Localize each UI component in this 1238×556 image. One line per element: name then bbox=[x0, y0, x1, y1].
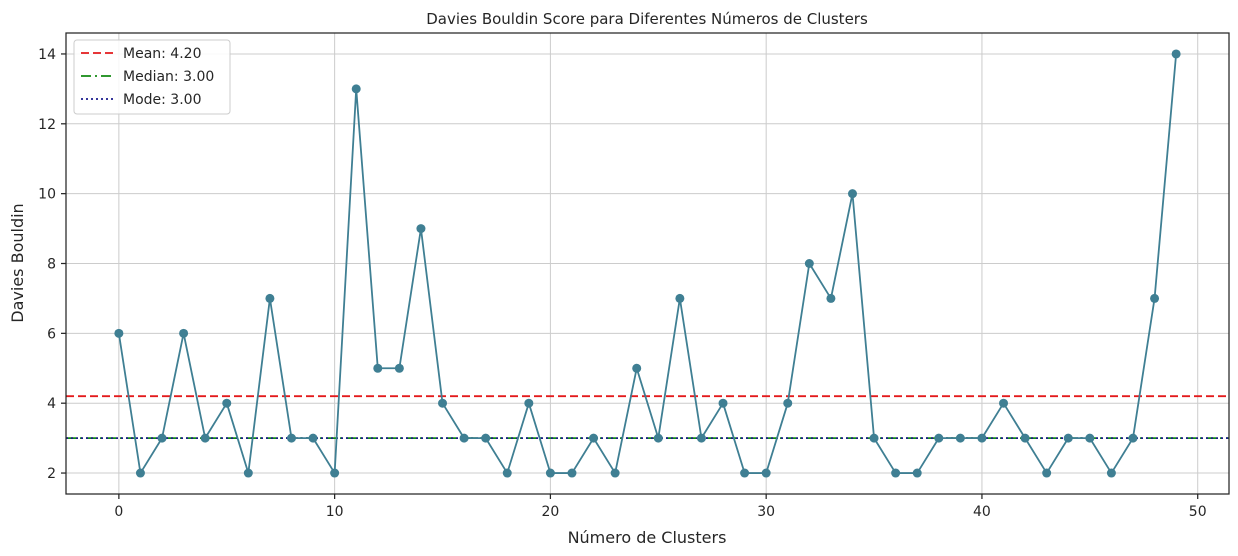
data-point bbox=[761, 468, 771, 478]
data-point bbox=[804, 259, 814, 268]
data-point bbox=[1150, 293, 1160, 303]
x-tick-label: 10 bbox=[326, 504, 344, 520]
data-point bbox=[891, 468, 901, 478]
data-point bbox=[524, 398, 534, 408]
data-point bbox=[1020, 433, 1030, 443]
y-tick-label: 10 bbox=[38, 187, 56, 203]
y-tick-label: 8 bbox=[47, 257, 56, 273]
y-axis-label: Davies Bouldin bbox=[8, 203, 27, 322]
data-point bbox=[567, 468, 577, 478]
legend: Mean: 4.20 Median: 3.00 Mode: 3.00 bbox=[73, 39, 231, 115]
y-axis-ticks: 2 4 6 8 10 12 14 bbox=[38, 47, 66, 482]
data-point bbox=[869, 433, 879, 443]
data-point bbox=[783, 398, 793, 408]
data-point bbox=[977, 433, 987, 443]
data-point bbox=[222, 398, 232, 408]
data-point bbox=[653, 433, 663, 443]
y-tick-label: 4 bbox=[47, 396, 56, 412]
data-point bbox=[481, 433, 491, 443]
data-point bbox=[135, 468, 145, 478]
data-point bbox=[200, 433, 210, 443]
data-point bbox=[610, 468, 620, 478]
data-point bbox=[718, 398, 728, 408]
grid bbox=[66, 33, 1229, 494]
legend-label: Mean: 4.20 bbox=[123, 46, 201, 62]
data-point bbox=[589, 433, 599, 443]
data-point bbox=[243, 468, 253, 478]
data-point bbox=[351, 84, 361, 94]
reference-lines bbox=[66, 395, 1229, 440]
data-point bbox=[114, 328, 124, 338]
data-point bbox=[912, 468, 922, 478]
chart-title: Davies Bouldin Score para Diferentes Núm… bbox=[426, 10, 868, 28]
data-point bbox=[955, 433, 965, 443]
data-point bbox=[1063, 433, 1073, 443]
data-point bbox=[934, 433, 944, 443]
x-axis-label: Número de Clusters bbox=[568, 528, 727, 547]
data-point bbox=[696, 433, 706, 443]
data-point bbox=[179, 328, 189, 338]
data-point bbox=[1042, 468, 1052, 478]
data-point bbox=[438, 398, 448, 408]
data-point bbox=[675, 293, 685, 303]
data-point bbox=[416, 224, 426, 234]
legend-label: Mode: 3.00 bbox=[123, 92, 201, 108]
data-point bbox=[632, 363, 642, 373]
data-point bbox=[459, 433, 469, 443]
x-tick-label: 40 bbox=[973, 504, 991, 520]
x-tick-label: 50 bbox=[1189, 504, 1207, 520]
data-point bbox=[1106, 468, 1116, 478]
data-point bbox=[826, 293, 836, 303]
x-tick-label: 20 bbox=[541, 504, 559, 520]
data-point bbox=[1128, 433, 1138, 443]
data-point bbox=[308, 433, 318, 443]
data-point bbox=[394, 363, 404, 373]
data-point bbox=[373, 363, 383, 373]
legend-box bbox=[73, 39, 231, 115]
data-point bbox=[847, 189, 857, 199]
y-tick-label: 6 bbox=[47, 326, 56, 342]
x-tick-label: 0 bbox=[114, 504, 123, 520]
y-tick-label: 2 bbox=[47, 466, 56, 482]
legend-label: Median: 3.00 bbox=[123, 69, 214, 85]
data-point bbox=[740, 468, 750, 478]
data-point bbox=[1171, 49, 1181, 59]
data-series bbox=[114, 49, 1181, 478]
data-point bbox=[1085, 433, 1095, 443]
x-tick-label: 30 bbox=[757, 504, 775, 520]
data-point bbox=[545, 468, 555, 478]
data-point bbox=[502, 468, 512, 478]
data-point bbox=[157, 433, 167, 443]
data-point bbox=[330, 468, 340, 478]
data-point bbox=[265, 293, 275, 303]
x-axis-ticks: 0 10 20 30 40 50 bbox=[114, 494, 1207, 520]
y-tick-label: 14 bbox=[38, 47, 56, 63]
data-point bbox=[286, 433, 296, 443]
data-point bbox=[999, 398, 1009, 408]
y-tick-label: 12 bbox=[38, 117, 56, 133]
